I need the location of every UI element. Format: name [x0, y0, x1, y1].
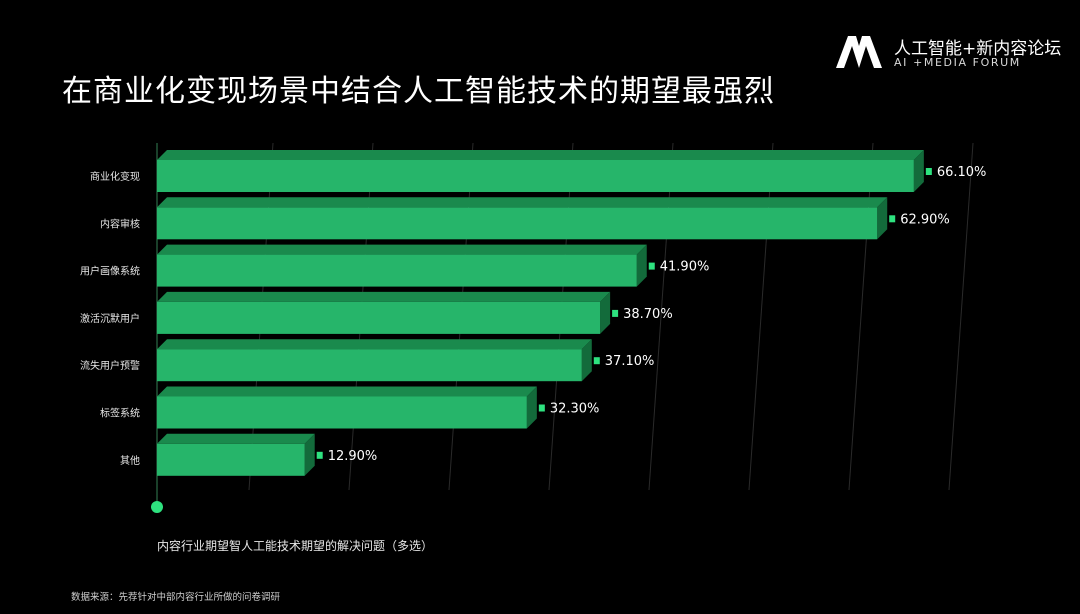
brand-logo-block: 人工智能+新内容论坛 AI +MEDIA FORUM	[836, 34, 1066, 74]
data-label: 66.10%	[937, 165, 987, 180]
bar	[157, 207, 878, 240]
value-marker	[593, 357, 600, 365]
axis-origin-dot	[151, 501, 163, 513]
bar-top-face	[157, 339, 592, 350]
bar-top-face	[157, 244, 647, 255]
grid-line	[748, 142, 774, 491]
data-label: 12.90%	[328, 449, 378, 464]
data-label: 32.30%	[550, 402, 600, 417]
ma-logo-icon	[836, 36, 882, 68]
value-marker	[925, 168, 932, 175]
bar	[157, 443, 305, 476]
bar-side-face	[304, 433, 315, 476]
value-marker	[316, 451, 323, 459]
category-label: 内容审核	[100, 217, 140, 230]
category-label: 用户画像系统	[80, 265, 140, 278]
grid-line	[848, 142, 874, 491]
brand-name-en: AI +MEDIA FORUM	[894, 56, 1021, 69]
value-marker	[648, 262, 655, 270]
value-marker	[538, 404, 545, 412]
bar-side-face	[526, 386, 537, 429]
chart-caption: 内容行业期望智人工能技术期望的解决问题（多选）	[157, 539, 434, 553]
bar-side-face	[636, 244, 647, 287]
category-label: 激活沉默用户	[80, 312, 140, 325]
bar	[157, 254, 637, 287]
bar-top-face	[157, 150, 924, 160]
data-source-note: 数据来源：先荐针对中部内容行业所做的问卷调研	[71, 592, 281, 603]
grid-line	[948, 142, 974, 491]
data-label: 37.10%	[605, 354, 655, 369]
bar	[157, 160, 914, 192]
value-marker	[612, 309, 619, 317]
bar	[157, 301, 601, 334]
bar-top-face	[157, 197, 888, 208]
brand-name-cn: 人工智能+新内容论坛	[894, 39, 1062, 59]
category-label: 商业化变现	[90, 170, 140, 183]
data-label: 41.90%	[660, 260, 710, 275]
bar-side-face	[877, 197, 888, 240]
bar	[157, 349, 582, 382]
value-marker	[889, 215, 896, 223]
category-label: 流失用户预警	[80, 359, 140, 372]
bar-side-face	[913, 150, 924, 192]
category-label: 其他	[120, 454, 140, 467]
data-label: 62.90%	[900, 212, 950, 227]
bar	[157, 396, 527, 429]
category-label: 标签系统	[100, 407, 140, 420]
bar-top-face	[157, 433, 315, 444]
bar-side-face	[600, 291, 611, 334]
data-label: 38.70%	[623, 307, 673, 322]
bar-top-face	[157, 291, 611, 302]
bar-top-face	[157, 386, 537, 397]
page-title: 在商业化变现场景中结合人工智能技术的期望最强烈	[62, 74, 775, 109]
bar-side-face	[581, 339, 592, 382]
